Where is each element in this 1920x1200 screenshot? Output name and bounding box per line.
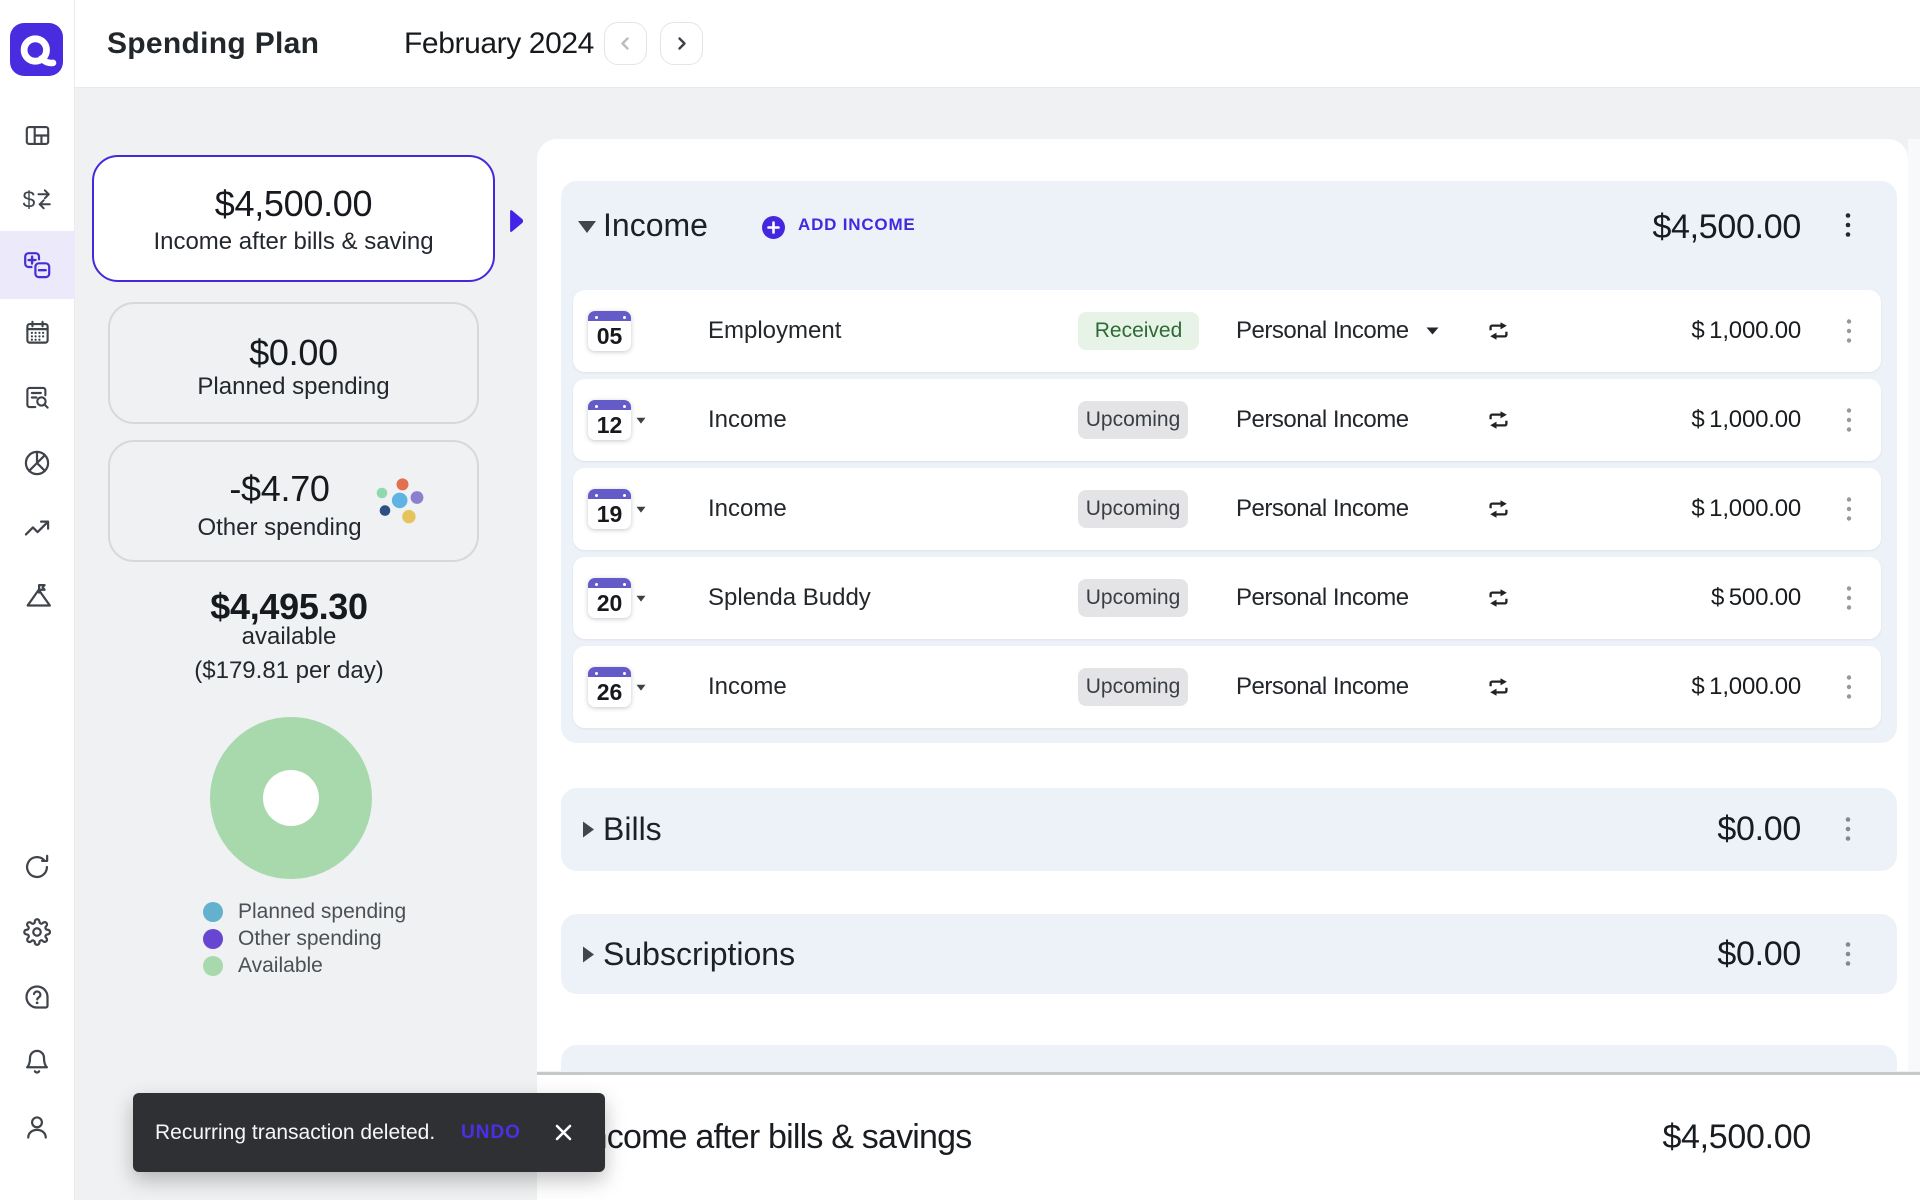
svg-text:$: $	[23, 187, 36, 213]
